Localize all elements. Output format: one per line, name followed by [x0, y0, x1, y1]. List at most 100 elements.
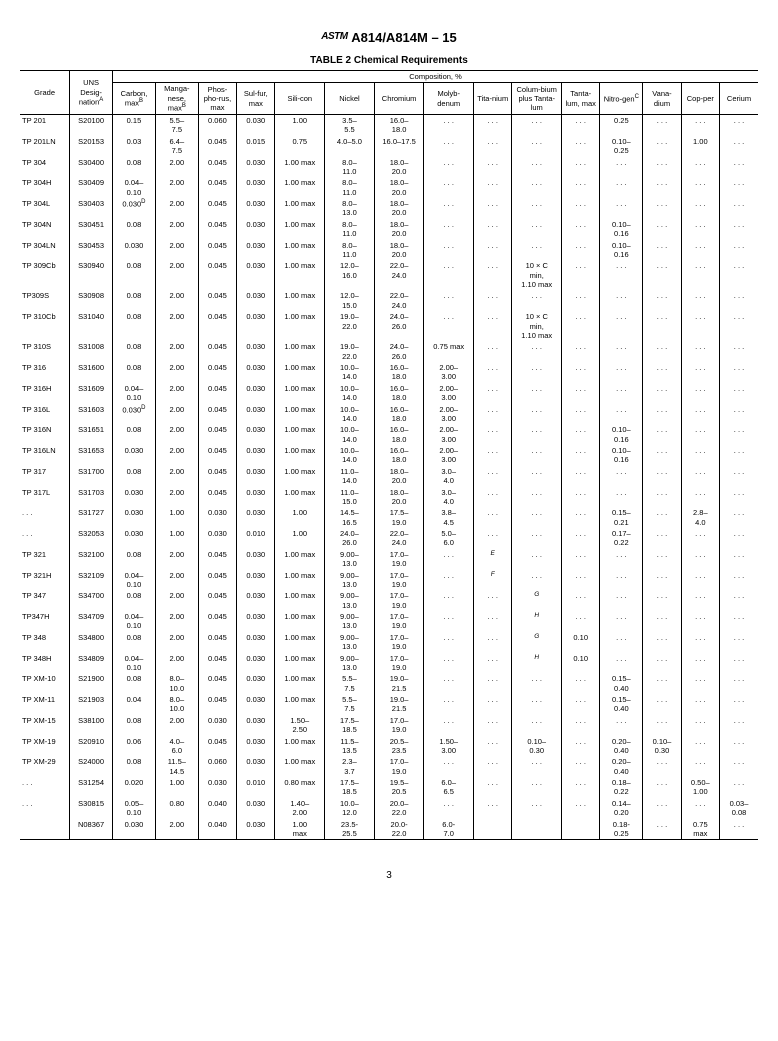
cell: 17.0–19.0: [374, 570, 424, 591]
cell: . . .: [512, 198, 562, 219]
cell: . . .: [681, 715, 719, 736]
cell: 8.0–11.0: [325, 177, 375, 198]
cell: 17.0–19.0: [374, 715, 424, 736]
cell: 0.045: [198, 632, 236, 653]
cell: . . .: [643, 528, 681, 549]
cell: . . .: [512, 694, 562, 715]
cell: . . .: [681, 404, 719, 425]
cell: 10 × Cmin,1.10 max: [512, 260, 562, 290]
col-5: Sul-fur, max: [237, 83, 275, 115]
cell: 11.5–13.5: [325, 736, 375, 757]
col-uns: UNS Desig-nationA: [70, 71, 113, 115]
cell: 1.00 max: [275, 157, 325, 178]
cell: 0.060: [198, 756, 236, 777]
cell: . . .: [720, 715, 759, 736]
cell: . . .: [720, 590, 759, 611]
cell: . . .: [643, 240, 681, 261]
cell: 1.40–2.00: [275, 798, 325, 819]
cell: 2.00: [155, 260, 198, 290]
cell: 0.08: [113, 590, 156, 611]
cell: . . .: [474, 136, 512, 157]
cell: . . .: [681, 798, 719, 819]
cell: 0.045: [198, 570, 236, 591]
cell: S31254: [70, 777, 113, 798]
cell: 1.00 max: [275, 219, 325, 240]
cell: 1.00: [155, 528, 198, 549]
cell: . . .: [562, 736, 600, 757]
cell: 19.0–22.0: [325, 311, 375, 341]
cell: 2.00–3.00: [424, 404, 474, 425]
cell: . . .: [681, 487, 719, 508]
cell: 1.00: [275, 507, 325, 528]
cell: . . .: [643, 777, 681, 798]
cell: . . .: [474, 528, 512, 549]
cell: 16.0–18.0: [374, 424, 424, 445]
cell: . . .: [512, 715, 562, 736]
cell: 0.10–0.16: [600, 445, 643, 466]
cell: 9.00–13.0: [325, 653, 375, 674]
cell: S32100: [70, 549, 113, 570]
cell: . . .: [474, 487, 512, 508]
cell: . . .: [681, 341, 719, 362]
cell: 0.18-0.25: [600, 819, 643, 840]
cell: . . .: [643, 570, 681, 591]
cell: S30453: [70, 240, 113, 261]
cell: . . .: [424, 311, 474, 341]
cell: 0.030: [237, 466, 275, 487]
cell: 2.00: [155, 240, 198, 261]
cell: 0.030: [198, 777, 236, 798]
cell: 24.0–26.0: [325, 528, 375, 549]
cell: 1.00 max: [275, 756, 325, 777]
cell: 18.0–20.0: [374, 219, 424, 240]
cell: . . .: [474, 240, 512, 261]
cell: 0.045: [198, 590, 236, 611]
cell: 0.08: [113, 549, 156, 570]
table-row: TP347HS347090.04–0.102.000.0450.0301.00 …: [20, 611, 758, 632]
cell: . . .: [720, 549, 759, 570]
cell: N08367: [70, 819, 113, 840]
cell: 9.00–13.0: [325, 632, 375, 653]
cell: . . .: [600, 611, 643, 632]
cell: . . .: [474, 590, 512, 611]
cell: S30908: [70, 290, 113, 311]
cell: 1.00 max: [275, 240, 325, 261]
cell: 1.00: [155, 507, 198, 528]
cell: 0.75: [275, 136, 325, 157]
cell: . . .: [512, 383, 562, 404]
cell: 22.0–24.0: [374, 290, 424, 311]
table-row: TP 309CbS309400.082.000.0450.0301.00 max…: [20, 260, 758, 290]
cell: 0.10–0.30: [643, 736, 681, 757]
cell: . . .: [600, 487, 643, 508]
cell: 20.0-22.0: [374, 819, 424, 840]
cell: 2.00: [155, 590, 198, 611]
cell: . . .: [681, 445, 719, 466]
cell: TP 317: [20, 466, 70, 487]
cell: . . .: [720, 611, 759, 632]
cell: 18.0–20.0: [374, 157, 424, 178]
cell: . . .: [512, 115, 562, 136]
cell: 10.0–14.0: [325, 424, 375, 445]
cell: [474, 819, 512, 840]
cell: 5.5–7.5: [155, 115, 198, 136]
cell: . . .: [512, 570, 562, 591]
cell: 5.5–7.5: [325, 694, 375, 715]
table-body: TP 201S201000.155.5–7.50.0600.0301.003.5…: [20, 115, 758, 840]
cell: 8.0–13.0: [325, 198, 375, 219]
cell: 0.08: [113, 362, 156, 383]
table-row: TP 321S321000.082.000.0450.0301.00 max9.…: [20, 549, 758, 570]
cell: 2.8–4.0: [681, 507, 719, 528]
col-4: Phos-pho-rus, max: [198, 83, 236, 115]
cell: 9.00–13.0: [325, 611, 375, 632]
cell: . . .: [562, 198, 600, 219]
cell: 16.0–17.5: [374, 136, 424, 157]
cell: . . .: [681, 219, 719, 240]
cell: 12.0–15.0: [325, 290, 375, 311]
cell: 0.08: [113, 219, 156, 240]
cell: 0.030: [198, 715, 236, 736]
cell: . . .: [474, 219, 512, 240]
cell: . . .: [474, 362, 512, 383]
cell: 1.00: [275, 115, 325, 136]
cell: TP 321H: [20, 570, 70, 591]
col-8: Chromium: [374, 83, 424, 115]
cell: 0.80: [155, 798, 198, 819]
